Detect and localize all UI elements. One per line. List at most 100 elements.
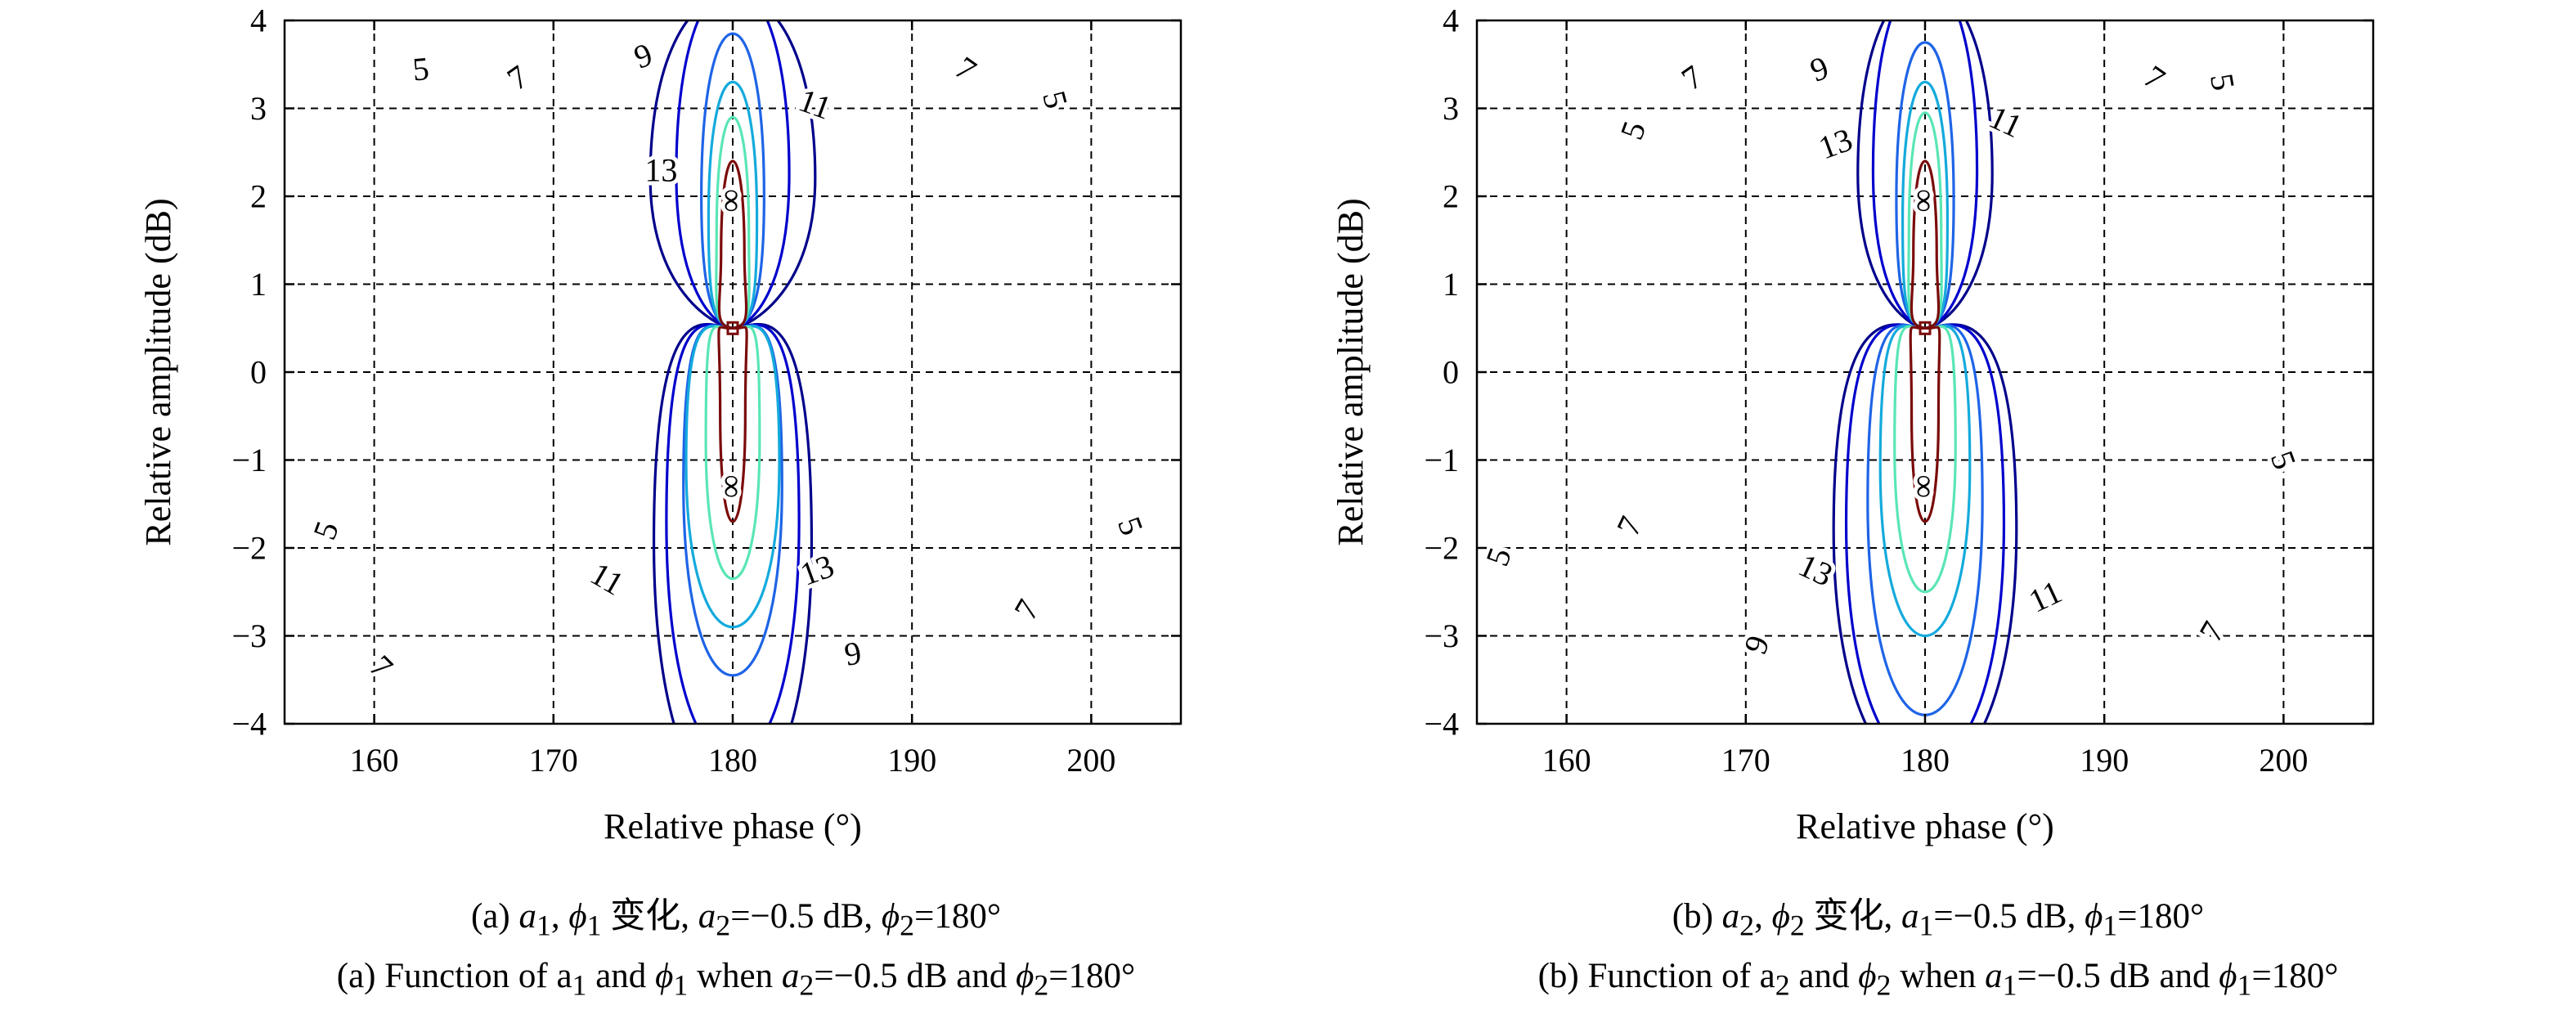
contour-13-top <box>715 115 751 330</box>
contour-7-top <box>1871 20 1979 330</box>
y-tick-label: −1 <box>1424 442 1459 478</box>
singular-point-marker <box>726 321 739 335</box>
contour-label: 7 <box>1609 511 1649 541</box>
x-tick-label: 190 <box>887 742 936 779</box>
contour-label: 7 <box>1007 593 1047 626</box>
contour-labels: 5 7 9 7 5 11 13 ∞ ∞ 5 5 11 13 7 9 7 <box>302 31 1155 689</box>
x-tick-label: 180 <box>1901 742 1950 779</box>
contour-label: 9 <box>629 35 657 75</box>
contour-label: 11 <box>2023 573 2067 620</box>
contour-label: 7 <box>500 58 535 97</box>
contour-label: 7 <box>2137 58 2171 97</box>
contour-7-top <box>675 20 791 330</box>
contour-label: ∞ <box>1907 474 1944 498</box>
contour-13-top <box>1907 111 1943 330</box>
x-tick-label: 200 <box>2259 742 2308 779</box>
contour-label: 7 <box>1675 58 1709 97</box>
contour-label: 13 <box>796 547 839 593</box>
singular-point-marker <box>1919 321 1932 335</box>
y-tick-label: −3 <box>231 617 267 654</box>
contour-11-top <box>707 80 759 330</box>
contour-label: ∞ <box>715 474 752 498</box>
x-axis-label: Relative phase (°) <box>604 806 862 846</box>
y-tick-label: −2 <box>231 530 267 567</box>
contour-5-bottom <box>1832 323 2018 724</box>
y-tick-label: 2 <box>250 178 267 215</box>
y-tick-label: −3 <box>1424 617 1459 654</box>
grid <box>1477 20 2373 724</box>
y-tick-label: 2 <box>1443 178 1459 215</box>
caption-a-english: (a) Function of a1 and ϕ1 when a2=−0.5 d… <box>336 956 1136 1002</box>
grid <box>285 20 1181 724</box>
contours <box>648 20 817 724</box>
y-tick-label: −2 <box>1424 530 1459 567</box>
contour-label: 5 <box>2203 70 2242 93</box>
y-tick-label: 4 <box>1443 2 1459 39</box>
contour-label: 5 <box>306 516 346 544</box>
contour-5-top <box>648 20 817 330</box>
contour-label: 7 <box>362 648 400 685</box>
contour-label: 5 <box>1035 87 1075 112</box>
x-tick-label: 200 <box>1066 742 1115 779</box>
y-tick-label: 4 <box>250 2 267 39</box>
contour-label: 9 <box>841 634 864 673</box>
y-axis-label: Relative amplitude (dB) <box>1331 198 1371 545</box>
contour-label: ∞ <box>715 189 752 213</box>
contour-9-top <box>700 32 765 330</box>
caption-b-chinese: (b) a2, ϕ2 变化, a1=−0.5 dB, ϕ1=180° <box>1672 897 2205 942</box>
contour-label: 11 <box>585 555 631 603</box>
contour-label: 11 <box>794 81 837 126</box>
caption-a-chinese: (a) a1, ϕ1 变化, a2=−0.5 dB, ϕ2=180° <box>470 897 1002 942</box>
contour-label: 9 <box>1736 631 1776 658</box>
x-tick-label: 170 <box>529 742 578 779</box>
contour-11-bottom <box>684 325 781 629</box>
panel-a: 5 7 9 7 5 11 13 ∞ ∞ 5 5 11 13 7 9 7 160 170 180 190 200 4 3 2 1 0… <box>138 2 1183 846</box>
caption-b-english: (b) Function of a2 and ϕ2 when a1=−0.5 d… <box>1537 956 2339 1002</box>
contour-13-bottom <box>704 325 761 581</box>
tick-labels: 160 170 180 190 200 4 3 2 1 0 −1 −2 −3 −4 <box>231 2 1181 779</box>
contour-label: 7 <box>2192 615 2232 648</box>
contour-inf-top <box>1910 159 1941 330</box>
contour-label: 5 <box>411 50 431 88</box>
contour-inf-top <box>717 159 748 330</box>
tick-labels: 160 170 180 190 200 4 3 2 1 0 −1 −2 −3 −4 <box>1424 2 2373 779</box>
contour-9-top <box>1895 41 1955 330</box>
contour-label: 9 <box>1806 49 1833 89</box>
y-tick-label: −4 <box>231 706 267 743</box>
x-tick-label: 190 <box>2080 742 2129 779</box>
y-axis-label: Relative amplitude (dB) <box>138 198 178 545</box>
x-axis-label: Relative phase (°) <box>1796 806 2054 846</box>
y-tick-label: 1 <box>1443 266 1459 303</box>
contour-11-bottom <box>1878 325 1972 638</box>
contour-label: 13 <box>1793 546 1838 594</box>
y-tick-label: 1 <box>250 266 267 303</box>
contour-11-top <box>1901 80 1950 330</box>
contour-5-bottom <box>652 322 814 724</box>
y-tick-label: 3 <box>1443 90 1459 127</box>
y-tick-label: 0 <box>1443 354 1459 391</box>
contour-label: ∞ <box>1907 189 1944 213</box>
contour-label: 5 <box>1111 512 1151 540</box>
contour-label: 13 <box>1814 121 1857 167</box>
x-tick-label: 170 <box>1721 742 1770 779</box>
contour-7-bottom <box>665 323 801 724</box>
caption-b: (b) a2, ϕ2 变化, a1=−0.5 dB, ϕ1=180° (b) F… <box>1366 891 2511 1010</box>
contour-5-top <box>1856 20 1994 330</box>
contour-7-bottom <box>1844 323 2006 724</box>
y-tick-label: 3 <box>250 90 267 127</box>
caption-a: (a) a1, ϕ1 变化, a2=−0.5 dB, ϕ2=180° (a) F… <box>164 891 1308 1010</box>
contour-13-bottom <box>1893 325 1957 594</box>
contour-label: 7 <box>949 49 983 88</box>
contour-inf-bottom <box>717 325 748 523</box>
contour-inf-bottom <box>1909 325 1941 523</box>
contour-label: 13 <box>644 151 677 188</box>
y-tick-label: −1 <box>231 442 267 478</box>
contour-label: 5 <box>1613 116 1653 144</box>
x-tick-label: 160 <box>350 742 399 779</box>
x-tick-label: 160 <box>1542 742 1591 779</box>
x-tick-label: 180 <box>708 742 757 779</box>
y-tick-label: −4 <box>1424 706 1459 743</box>
